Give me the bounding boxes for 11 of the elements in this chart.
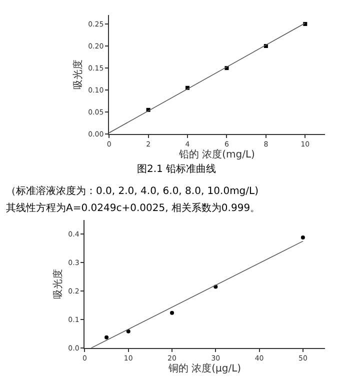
text: 其线性方程为A=0.0249c+0.0025, 相关系数为0.999。 <box>6 202 260 214</box>
x-axis-title: 铜的 浓度(μg/L) <box>167 362 242 374</box>
y-axis-title: 吸光度 <box>72 60 84 90</box>
y-axis-title: 吸光度 <box>52 268 64 299</box>
point <box>126 329 130 334</box>
text: （标准溶液浓度为：0.0, 2.0, 4.0, 6.0, 8.0, 10.0mg/L) <box>6 185 259 197</box>
caption: 图2.1 铅标准曲线 <box>137 163 216 175</box>
x-axis-title: 铅的 浓度(mg/L) <box>178 148 256 161</box>
point <box>104 335 109 340</box>
point <box>170 310 174 315</box>
point <box>300 235 305 240</box>
